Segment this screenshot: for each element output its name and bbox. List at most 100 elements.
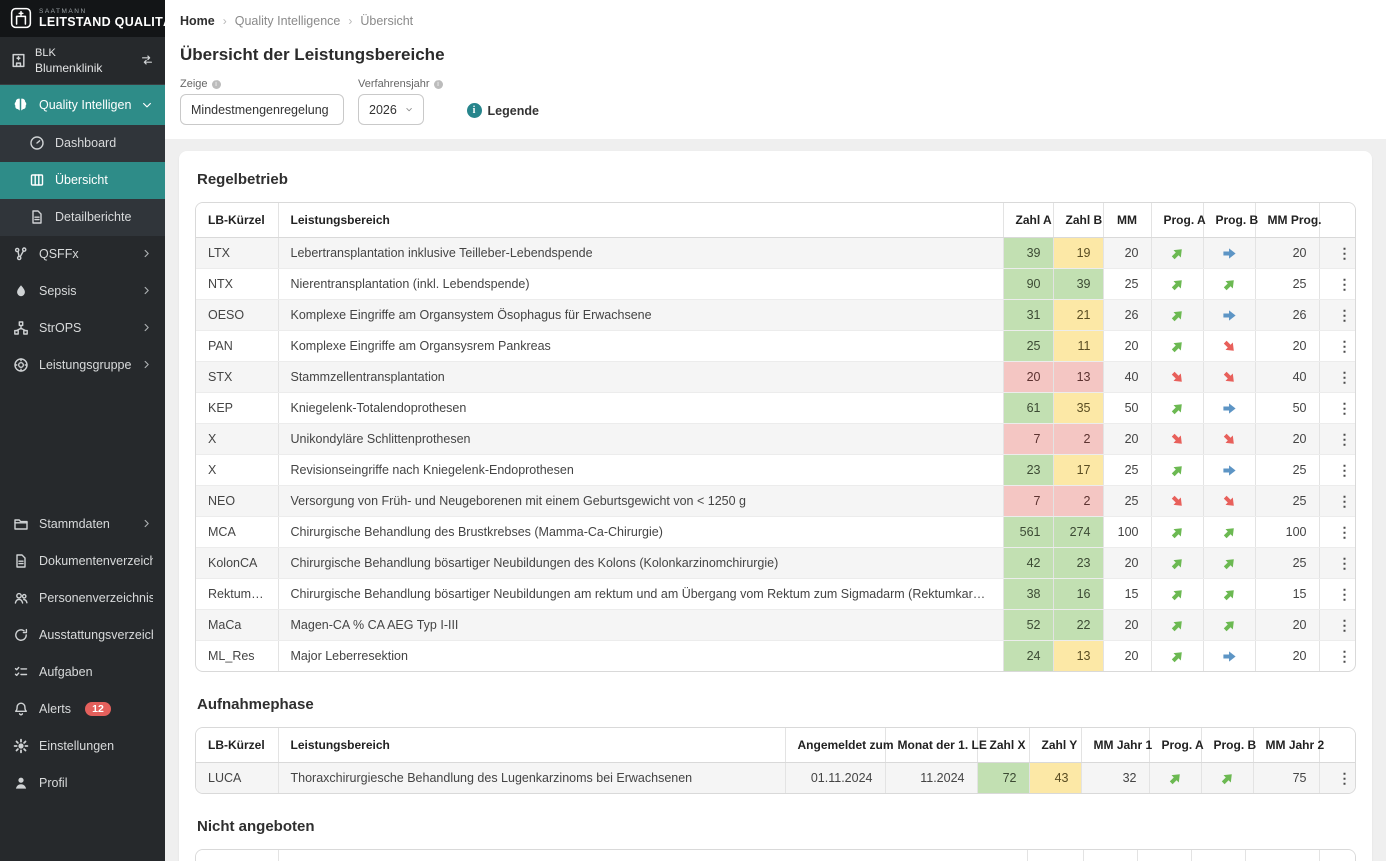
- sidebar-item-ausstattungsverzeichnis[interactable]: Ausstattungsverzeichnis: [0, 617, 165, 654]
- row-menu-button[interactable]: ⋮: [1332, 399, 1356, 417]
- col-zahl-b: Zahl B: [1053, 203, 1104, 238]
- cell-prog_b: [1203, 485, 1256, 517]
- sidebar-item-stammdaten[interactable]: Stammdaten: [0, 506, 165, 543]
- cell-mm_prog: 20: [1255, 609, 1320, 641]
- overview-card: Regelbetrieb LB-Kürzel Leistungsbereich Za…: [179, 151, 1372, 861]
- breadcrumb-separator: ›: [222, 14, 227, 28]
- col-actions: [1319, 850, 1355, 861]
- breadcrumb-quality-intelligence[interactable]: Quality Intelligence: [234, 14, 341, 28]
- trend-up-icon: [1170, 339, 1185, 354]
- cell-mm_prog: 15: [1255, 578, 1320, 610]
- row-menu-button[interactable]: ⋮: [1332, 616, 1356, 634]
- trend-flat-icon: [1222, 246, 1237, 261]
- info-icon[interactable]: i: [211, 79, 221, 89]
- sidebar-item-label: Quality Intelligence: [39, 97, 131, 112]
- cell-zahl_b: 35: [1053, 392, 1104, 424]
- cell-name: Unikondyläre Schlittenprothesen: [278, 423, 1004, 455]
- trend-down-icon: [1170, 370, 1185, 385]
- row-menu-button[interactable]: ⋮: [1332, 244, 1356, 262]
- clinic-switcher[interactable]: BLK Blumenklinik: [0, 37, 165, 85]
- sidebar-item-dokumentenverzeichnis[interactable]: Dokumentenverzeichnis: [0, 543, 165, 580]
- sidebar-item-label: Aufgaben: [39, 665, 93, 680]
- sidebar-item-personenverzeichnis[interactable]: Personenverzeichnis: [0, 580, 165, 617]
- trend-down-icon: [1170, 432, 1185, 447]
- sidebar-item-alerts[interactable]: Alerts 12: [0, 691, 165, 728]
- trend-up-icon: [1170, 277, 1185, 292]
- row-menu-button[interactable]: ⋮: [1332, 430, 1356, 448]
- verfahrensjahr-select[interactable]: 2026: [358, 94, 424, 125]
- table-row: MaCa Magen-CA % CA AEG Typ I-III 52 22 20 20 ⋮: [196, 609, 1356, 641]
- col-mm-jahr-1: MM Jahr 1: [1081, 728, 1152, 763]
- chevron-right-icon: [141, 518, 153, 530]
- sidebar-item-aufgaben[interactable]: Aufgaben: [0, 654, 165, 691]
- sidebar-item-quality-intelligence[interactable]: Quality Intelligence: [0, 84, 165, 125]
- cell-prog_a: [1151, 454, 1204, 486]
- sidebar-item-strops[interactable]: StrOPS: [0, 310, 165, 347]
- switch-clinic-icon[interactable]: [138, 52, 155, 69]
- clinic-code: BLK: [35, 47, 56, 59]
- cell-prog_b: [1203, 609, 1256, 641]
- row-menu-button[interactable]: ⋮: [1332, 554, 1356, 572]
- row-menu-button[interactable]: ⋮: [1332, 585, 1356, 603]
- sidebar-item-label: Stammdaten: [39, 517, 110, 532]
- sidebar-item-label: Profil: [39, 776, 68, 791]
- aufnahmephase-table: LB-Kürzel Leistungsbereich Angemeldet zum M…: [195, 727, 1356, 794]
- info-icon[interactable]: i: [433, 79, 443, 89]
- cell-mm: 20: [1103, 237, 1152, 269]
- trend-up-icon: [1170, 308, 1185, 323]
- cell-mm_prog: 20: [1255, 423, 1320, 455]
- sidebar-item-leistungsgruppen[interactable]: Leistungsgruppen: [0, 347, 165, 384]
- cell-prog_b: [1203, 547, 1256, 579]
- zeige-select[interactable]: Mindestmengenregelung: [180, 94, 344, 125]
- breadcrumb-separator: ›: [348, 14, 353, 28]
- table-row: LTX Lebertransplantation inklusive Teille…: [196, 237, 1356, 269]
- page-header: Home › Quality Intelligence › Übersicht …: [165, 0, 1386, 139]
- people-icon: [12, 590, 29, 607]
- cell-mm_prog: 25: [1255, 454, 1320, 486]
- breadcrumb-home[interactable]: Home: [180, 14, 215, 28]
- col-prog-a: Prog. A: [1149, 728, 1204, 763]
- cell-name: Kniegelenk-Totalendoprothesen: [278, 392, 1004, 424]
- cell-kuerzel: NEO: [196, 485, 279, 517]
- table-row: RektumCA Chirurgische Behandlung bösartig…: [196, 578, 1356, 610]
- sidebar-item-detailberichte[interactable]: Detailberichte: [0, 199, 165, 236]
- legende-link[interactable]: i Legende: [466, 103, 539, 118]
- sidebar-item-einstellungen[interactable]: Einstellungen: [0, 728, 165, 765]
- row-menu-button[interactable]: ⋮: [1332, 461, 1356, 479]
- cell-prog_a: [1151, 609, 1204, 641]
- breadcrumb-uebersicht[interactable]: Übersicht: [360, 14, 414, 28]
- sidebar-item-profil[interactable]: Profil: [0, 765, 165, 802]
- droplet-icon: [12, 283, 29, 300]
- cell-prog_a: [1151, 578, 1204, 610]
- col-zahl-b: Zahl B: [1083, 850, 1138, 861]
- row-menu-button[interactable]: ⋮: [1332, 275, 1356, 293]
- sidebar-item-uebersicht[interactable]: Übersicht: [0, 161, 165, 199]
- cell-prog_b: [1203, 392, 1256, 424]
- trend-up-icon: [1170, 246, 1185, 261]
- cell-kuerzel: ML_Res: [196, 640, 279, 671]
- col-leistungsbereich: Leistungsbereich: [278, 203, 1004, 238]
- cell-kuerzel: STX: [196, 361, 279, 393]
- cell-name: Versorgung von Früh- und Neugeborenen mi…: [278, 485, 1004, 517]
- col-monat-der-1-le: Monat der 1. LE: [885, 728, 987, 763]
- bell-icon: [12, 701, 29, 718]
- row-menu-button[interactable]: ⋮: [1332, 337, 1356, 355]
- cell-name: Komplexe Eingriffe am Organsystem Ösopha…: [278, 299, 1004, 331]
- cell-prog_a: [1149, 762, 1202, 793]
- row-menu-button[interactable]: ⋮: [1332, 492, 1356, 510]
- cell-zahl_a: 52: [1003, 609, 1054, 641]
- row-menu-button[interactable]: ⋮: [1332, 306, 1356, 324]
- brand-small-label: SAATMANN: [39, 7, 87, 15]
- row-menu-button[interactable]: ⋮: [1332, 647, 1356, 665]
- cell-prog_a: [1151, 516, 1204, 548]
- sidebar-item-sepsis[interactable]: Sepsis: [0, 273, 165, 310]
- sidebar-item-qsffx[interactable]: QSFFx: [0, 236, 165, 273]
- trend-up-icon: [1170, 525, 1185, 540]
- cell-name: Chirurgische Behandlung des Brustkrebses…: [278, 516, 1004, 548]
- row-menu-button[interactable]: ⋮: [1332, 368, 1356, 386]
- sidebar-item-dashboard[interactable]: Dashboard: [0, 125, 165, 162]
- row-menu-button[interactable]: ⋮: [1332, 769, 1356, 787]
- row-menu-button[interactable]: ⋮: [1332, 523, 1356, 541]
